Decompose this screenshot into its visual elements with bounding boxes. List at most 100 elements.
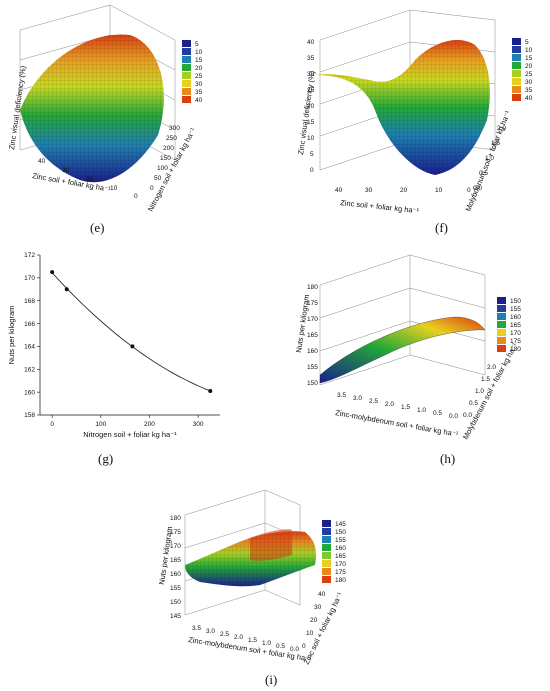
svg-text:10: 10 [525,47,533,54]
svg-text:10: 10 [195,49,203,56]
svg-text:1.5: 1.5 [401,404,410,411]
svg-text:20: 20 [307,103,315,110]
svg-text:1.0: 1.0 [475,388,484,395]
svg-text:200: 200 [163,145,174,152]
svg-text:10: 10 [435,187,443,194]
z-ticks: 150 155 160 165 170 175 180 [307,284,318,387]
legend: 145 150 155 160 165 170 175 180 [322,520,346,584]
svg-text:5: 5 [310,151,314,158]
svg-text:175: 175 [307,300,318,307]
panel-h: 150 155 160 165 170 175 180 Nuts per kil… [294,254,521,466]
svg-text:10: 10 [110,185,118,192]
z-ticks: 0 5 10 15 20 25 30 35 40 [307,39,315,174]
svg-text:1.0: 1.0 [417,407,426,414]
z-ticks: 145 150 155 160 165 170 175 180 [170,515,181,620]
svg-text:40: 40 [525,95,533,102]
x-tick-label: 100 [95,421,106,428]
svg-text:155: 155 [170,585,181,592]
caption-i: (i) [265,672,277,687]
svg-text:20: 20 [195,65,203,72]
svg-text:35: 35 [525,87,533,94]
svg-text:0: 0 [134,193,138,200]
svg-text:175: 175 [170,529,181,536]
svg-text:165: 165 [170,557,181,564]
svg-text:20: 20 [525,63,533,70]
legend: 5 10 15 20 25 30 35 40 [182,40,203,104]
x-tick-label: 300 [193,421,204,428]
svg-text:50: 50 [154,175,162,182]
svg-text:40: 40 [335,187,343,194]
data-points [50,270,213,393]
svg-text:0: 0 [302,643,306,650]
z-axis-label: Nuts per kilogram [294,294,311,353]
svg-text:0: 0 [310,167,314,174]
svg-text:170: 170 [307,316,318,323]
panel-f: 0 5 10 15 20 25 30 35 40 Zinc visual def… [296,9,533,235]
data-point [50,270,55,275]
svg-text:25: 25 [525,71,533,78]
svg-text:150: 150 [170,599,181,606]
svg-text:40: 40 [195,97,203,104]
svg-text:3.0: 3.0 [206,628,215,635]
svg-text:20: 20 [86,176,94,183]
svg-text:2.5: 2.5 [369,398,378,405]
y-ticks: 0.0 0.5 1.0 1.5 2.0 [473,125,506,192]
svg-text:30: 30 [314,604,322,611]
y-tick-label: 166 [24,321,35,328]
svg-text:2.0: 2.0 [234,634,243,641]
x-ticks: 40 30 20 10 0 [38,158,138,200]
y-tick-label: 170 [24,275,35,282]
x-axis-label: Zinc soil + foliar kg ha⁻¹ [340,198,420,215]
svg-text:160: 160 [335,545,346,552]
svg-text:0.5: 0.5 [479,170,488,177]
caption-f: (f) [435,220,448,235]
svg-text:1.0: 1.0 [485,155,494,162]
data-point [130,344,135,349]
y-tick-label: 160 [24,389,35,396]
svg-text:0.0: 0.0 [449,413,458,420]
surface [185,529,317,587]
svg-text:150: 150 [160,155,171,162]
svg-text:35: 35 [195,89,203,96]
svg-text:30: 30 [195,81,203,88]
svg-text:5: 5 [525,39,529,46]
svg-text:2.5: 2.5 [220,631,229,638]
svg-text:175: 175 [510,338,521,345]
y-tick-label: 172 [24,252,35,259]
svg-text:180: 180 [170,515,181,522]
svg-text:15: 15 [307,119,315,126]
svg-text:160: 160 [170,571,181,578]
y-axis-label: Nuts per kilogram [7,306,16,365]
svg-text:0.5: 0.5 [469,400,478,407]
svg-text:160: 160 [510,314,521,321]
svg-text:2.0: 2.0 [497,125,506,132]
plot-frame [39,255,220,416]
y-tick-label: 168 [24,298,35,305]
legend: 150 155 160 165 170 175 180 [497,297,521,353]
panel-g: 158 160 162 164 166 168 170 172 0 100 200 300 Nuts… [7,252,220,466]
svg-text:0.5: 0.5 [276,643,285,650]
svg-text:35: 35 [307,55,315,62]
x-tick-label: 200 [144,421,155,428]
svg-text:30: 30 [525,79,533,86]
svg-text:20: 20 [310,617,318,624]
svg-text:165: 165 [335,553,346,560]
x-ticks: 0 100 200 300 [50,415,204,428]
y-ticks: 0 50 100 150 200 250 300 [150,125,180,192]
svg-text:0.0: 0.0 [290,646,299,653]
svg-text:150: 150 [510,298,521,305]
surface [315,40,490,175]
svg-text:250: 250 [166,135,177,142]
y-tick-label: 164 [24,344,35,351]
svg-text:165: 165 [510,322,521,329]
svg-text:150: 150 [335,529,346,536]
svg-text:40: 40 [38,158,46,165]
svg-text:25: 25 [195,73,203,80]
caption-h: (h) [440,451,455,466]
z-axis-label: Zinc visual deficiency (%) [296,70,317,156]
svg-text:100: 100 [157,165,168,172]
caption-e: (e) [90,220,104,235]
svg-text:5: 5 [195,41,199,48]
svg-text:2.0: 2.0 [487,364,496,371]
svg-text:3.5: 3.5 [337,392,346,399]
